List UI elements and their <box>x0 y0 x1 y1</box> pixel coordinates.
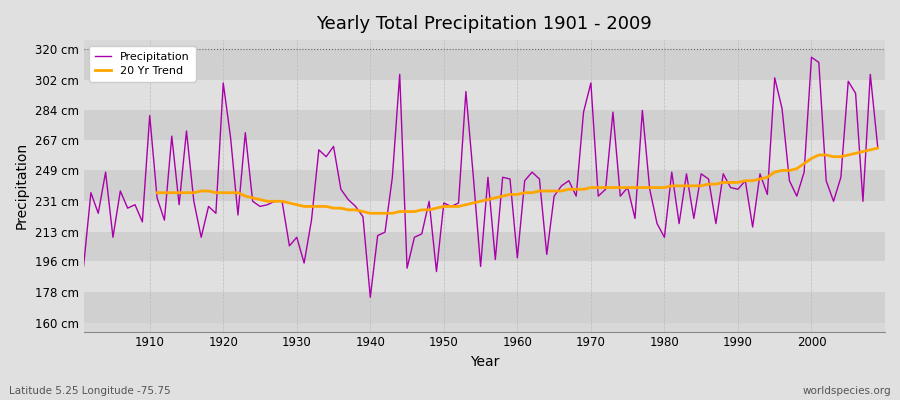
Precipitation <box>608 110 618 114</box>
Precipitation <box>519 178 530 183</box>
Bar <box>84 80 885 110</box>
Precipitation <box>806 55 817 60</box>
20 Yr Trend <box>343 208 354 212</box>
Bar <box>84 261 885 292</box>
Text: worldspecies.org: worldspecies.org <box>803 386 891 396</box>
20 Yr Trend <box>364 211 375 216</box>
20 Yr Trend <box>380 211 391 216</box>
Text: Latitude 5.25 Longitude -75.75: Latitude 5.25 Longitude -75.75 <box>9 386 171 396</box>
Legend: Precipitation, 20 Yr Trend: Precipitation, 20 Yr Trend <box>89 46 195 82</box>
Bar <box>84 201 885 232</box>
20 Yr Trend <box>725 180 736 185</box>
20 Yr Trend <box>152 190 163 195</box>
X-axis label: Year: Year <box>470 355 499 369</box>
Precipitation <box>512 256 523 260</box>
Precipitation <box>343 197 354 202</box>
Y-axis label: Precipitation: Precipitation <box>15 142 29 230</box>
Line: Precipitation: Precipitation <box>84 57 878 297</box>
Precipitation <box>78 264 89 269</box>
Bar <box>84 49 885 80</box>
Precipitation <box>137 220 148 224</box>
Bar <box>84 140 885 170</box>
Bar <box>84 232 885 261</box>
Title: Yearly Total Precipitation 1901 - 2009: Yearly Total Precipitation 1901 - 2009 <box>317 15 652 33</box>
20 Yr Trend <box>320 204 331 209</box>
Precipitation <box>299 261 310 266</box>
Precipitation <box>364 295 375 300</box>
Line: 20 Yr Trend: 20 Yr Trend <box>158 148 878 213</box>
Bar <box>84 292 885 323</box>
Bar <box>84 170 885 201</box>
20 Yr Trend <box>542 188 553 193</box>
20 Yr Trend <box>519 190 530 195</box>
20 Yr Trend <box>872 146 883 150</box>
Precipitation <box>872 144 883 149</box>
Bar <box>84 110 885 140</box>
